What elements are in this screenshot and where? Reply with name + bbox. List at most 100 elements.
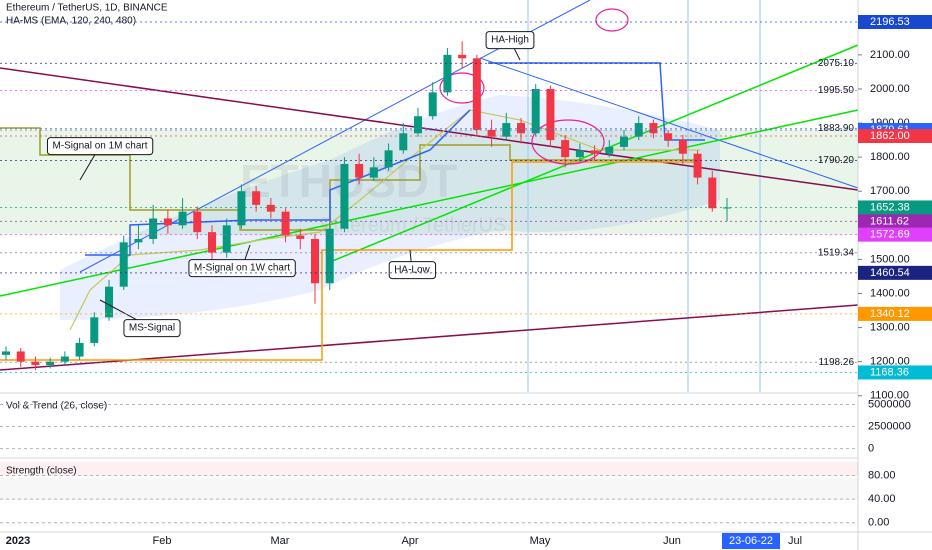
annotation: MS-Signal	[129, 323, 175, 334]
candle-body	[664, 133, 673, 141]
candle-body	[355, 163, 364, 178]
price-label: 1340.12	[870, 308, 910, 320]
candle-body	[46, 361, 55, 366]
candle-body	[605, 146, 614, 154]
candle-body	[60, 356, 69, 362]
panel-tick-label: 0.00	[868, 517, 889, 529]
price-label: 1572.69	[870, 229, 910, 241]
annotation: HA-Low	[394, 265, 430, 276]
price-label: 1652.38	[870, 201, 910, 213]
candle-body	[222, 225, 231, 253]
panel-title: Strength (close)	[6, 466, 77, 477]
candle-body	[252, 191, 261, 205]
y-tick-label: 1300.00	[870, 321, 910, 333]
candle-body	[472, 58, 481, 130]
candle-body	[149, 218, 158, 239]
price-label: 2075.10	[818, 58, 855, 69]
candle-body	[620, 136, 628, 147]
candle-body	[163, 218, 172, 226]
price-label-box	[858, 214, 932, 229]
x-tick-label: Mar	[271, 535, 290, 547]
panel-tick-label: 2500000	[868, 420, 911, 432]
y-tick-label: 1400.00	[870, 287, 910, 299]
candle-body	[428, 92, 437, 117]
candle-body	[296, 235, 305, 239]
candle-body	[634, 123, 643, 137]
candle-body	[384, 150, 393, 168]
price-label: 1519.34	[818, 247, 855, 258]
candle-body	[178, 211, 187, 226]
callout-box	[46, 137, 154, 156]
candle-body	[16, 351, 25, 362]
y-tick-label: 1100.00	[870, 390, 909, 402]
cursor-date-box	[722, 533, 780, 549]
annotation: M-Signal on 1W chart	[194, 263, 290, 274]
indicator-title: HA-MS (EMA, 120, 240, 480)	[6, 16, 136, 27]
circle-marker	[439, 72, 485, 104]
strength-zone	[0, 462, 858, 476]
candle-body	[414, 116, 422, 134]
ms-signal	[85, 109, 471, 256]
x-tick-label: Jun	[663, 535, 681, 547]
candle-body	[105, 286, 113, 318]
price-label: 1862.00	[870, 130, 910, 142]
candle-body	[458, 54, 467, 59]
price-label: 1790.20	[818, 155, 855, 166]
y-tick-label: 1700.00	[870, 185, 910, 197]
circle-marker	[595, 8, 629, 32]
price-label: 1883.90	[818, 123, 855, 134]
watermark: ETHUSDT	[240, 155, 457, 207]
candle-body	[531, 88, 540, 134]
price-label-box	[858, 265, 932, 280]
header: Ethereum / TetherUS, 1D, BINANCE HA-MS (…	[6, 3, 168, 27]
candle-body	[561, 140, 570, 158]
panel-tick-label: 5000000	[868, 398, 911, 410]
candle-body	[575, 150, 584, 158]
candle-body	[31, 361, 40, 366]
symbol-title: Ethereum / TetherUS, 1D, BINANCE	[6, 3, 168, 14]
y-tick-label: 2100.00	[870, 49, 910, 61]
y-tick-label: 2000.00	[870, 83, 910, 95]
trendline	[0, 67, 859, 191]
trendline	[0, 304, 859, 371]
price-label: 1168.36	[870, 366, 909, 378]
candle-body	[75, 342, 84, 357]
annotation: M-Signal on 1M chart	[52, 141, 147, 152]
candle-body	[237, 191, 246, 226]
callout-box	[485, 31, 535, 50]
candle-body	[2, 351, 10, 355]
candle-body	[90, 317, 99, 343]
price-label: 1995.50	[818, 85, 855, 96]
candle-body	[487, 129, 496, 137]
x-tick-label: Apr	[401, 535, 418, 547]
candle-body	[369, 167, 378, 178]
candle-body	[193, 211, 202, 233]
panel-tick-label: 80.00	[868, 469, 896, 481]
candle-body	[443, 54, 452, 93]
candle-body	[340, 163, 349, 229]
candle-body	[649, 123, 658, 134]
price-label: 1198.26	[819, 357, 855, 368]
candle-body	[546, 88, 555, 141]
callout-box	[388, 261, 437, 280]
candle-body	[266, 204, 275, 212]
panel-tick-label: 0	[868, 443, 874, 455]
y-tick-label: 1200.00	[870, 356, 910, 368]
candle-body	[399, 133, 408, 151]
x-tick-label: Jul	[788, 535, 802, 547]
price-label-box	[858, 14, 932, 29]
annotation: HA-High	[491, 35, 529, 46]
price-label: 1460.54	[870, 267, 910, 279]
ha-high-line	[488, 62, 705, 141]
watermark-name: Ethereum / TetherUS	[320, 214, 506, 236]
price-label: 2196.53	[870, 16, 910, 28]
candle-body	[208, 232, 216, 253]
y-tick-label: 1500.00	[870, 253, 910, 265]
candle-body	[325, 228, 334, 284]
strength-zone	[0, 478, 858, 500]
callout-box	[123, 319, 181, 338]
candle-body	[281, 211, 290, 236]
candle-body	[119, 242, 128, 287]
panel-tick-label: 40.00	[868, 493, 896, 505]
